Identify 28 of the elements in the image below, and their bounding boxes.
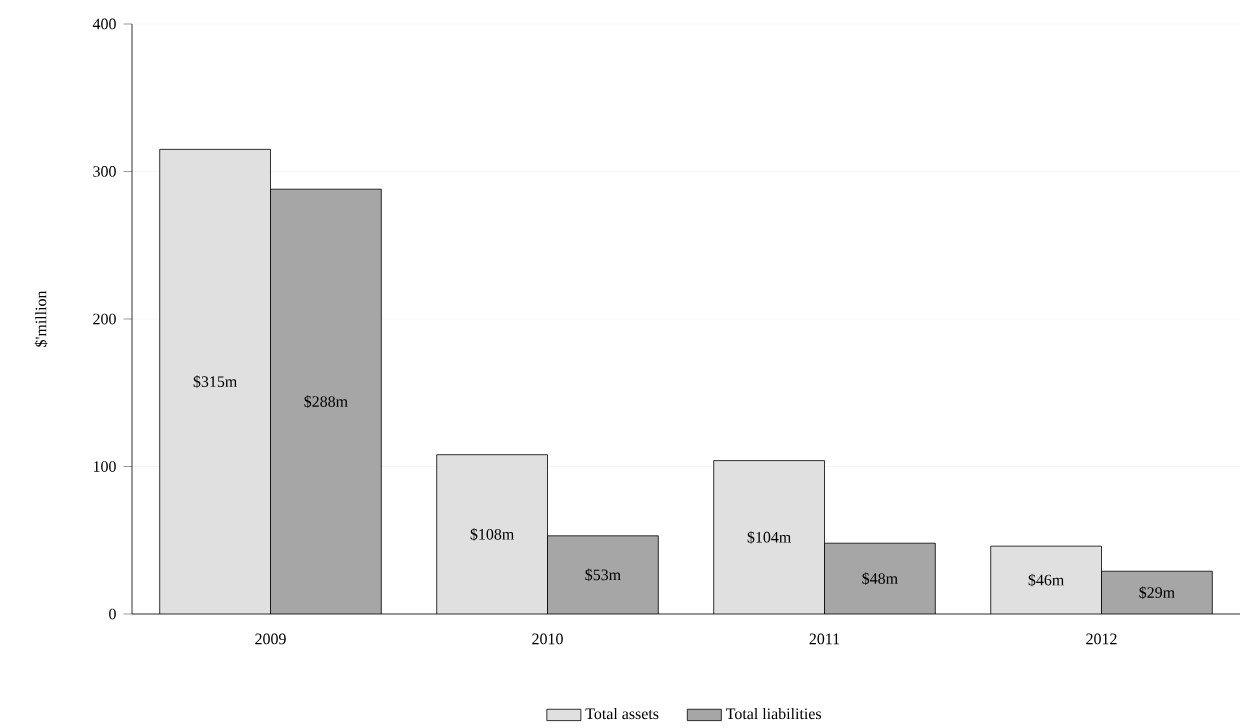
bar — [547, 535, 659, 614]
data-label: $104m — [747, 530, 791, 544]
data-label: $48m — [862, 572, 898, 585]
y-tick-label: 300 — [93, 166, 116, 177]
x-tick-label: 2011 — [809, 633, 840, 645]
bar — [713, 460, 825, 614]
x-tick-label: 2010 — [532, 633, 563, 645]
data-label: $46m — [1028, 573, 1065, 587]
data-label: $315m — [193, 375, 237, 389]
data-label: $29m — [1139, 586, 1175, 599]
legend-label: Total liabilities — [726, 707, 822, 720]
y-tick-label: 400 — [92, 18, 116, 30]
bar — [436, 454, 548, 614]
legend-label: Total assets — [585, 707, 659, 720]
bar — [159, 149, 271, 614]
data-label: $288m — [304, 395, 348, 408]
data-label: $53m — [585, 568, 621, 582]
y-tick-label: 100 — [93, 461, 116, 472]
data-label: $108m — [470, 527, 514, 541]
bar — [270, 189, 382, 614]
y-tick-label: 0 — [109, 608, 116, 620]
bar — [990, 545, 1102, 614]
bar — [824, 543, 936, 614]
y-tick-label: 200 — [93, 313, 116, 325]
bar — [1101, 570, 1213, 614]
x-tick-label: 2012 — [1086, 633, 1117, 645]
x-tick-label: 2009 — [255, 633, 286, 645]
y-axis-title: $'million — [34, 290, 48, 347]
